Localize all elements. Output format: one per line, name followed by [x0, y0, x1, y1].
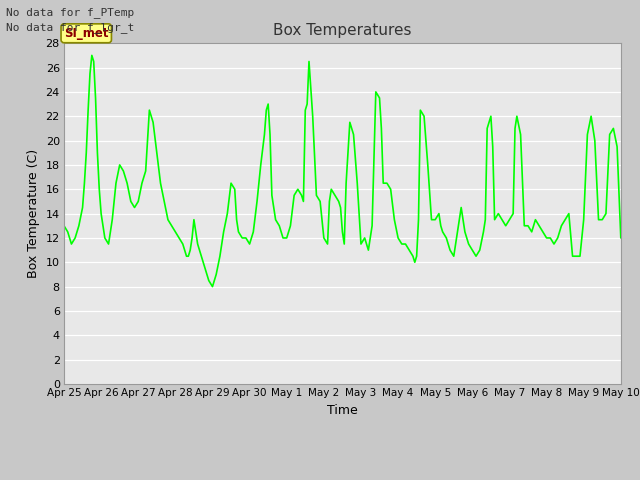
Text: No data for f_PTemp: No data for f_PTemp — [6, 7, 134, 18]
Text: SI_met: SI_met — [64, 27, 109, 40]
Title: Box Temperatures: Box Temperatures — [273, 23, 412, 38]
Text: No data for f_lgr_t: No data for f_lgr_t — [6, 22, 134, 33]
Y-axis label: Box Temperature (C): Box Temperature (C) — [27, 149, 40, 278]
X-axis label: Time: Time — [327, 404, 358, 417]
